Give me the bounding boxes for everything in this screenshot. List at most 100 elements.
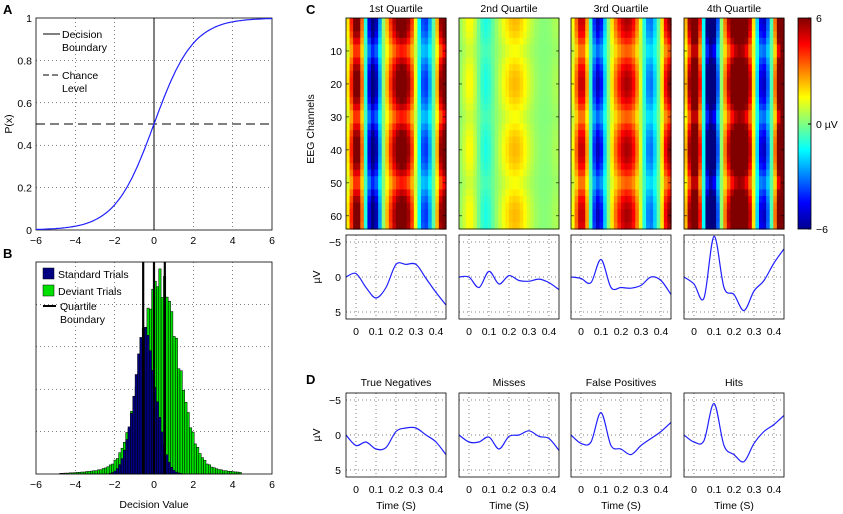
heatmap-cell <box>656 64 661 72</box>
heatmap-cell <box>498 50 503 59</box>
heatmap-cell <box>701 222 707 230</box>
heatmap-cell <box>719 163 724 171</box>
heatmap-cell <box>399 130 404 138</box>
heatmap-cell <box>656 215 661 223</box>
heatmap-cell <box>599 130 604 138</box>
heatmap-cell <box>741 196 746 204</box>
heatmap-cell <box>466 90 471 98</box>
heatmap-cell <box>592 18 597 26</box>
heatmap-cell <box>751 130 757 138</box>
heatmap-cell <box>635 50 640 59</box>
heatmap-cell <box>574 44 579 52</box>
heatmap-cell <box>773 31 778 39</box>
heatmap-cell <box>469 77 474 85</box>
heatmap-cell <box>642 50 647 59</box>
heatmap-cell <box>428 209 433 217</box>
heatmap-cell <box>769 70 774 78</box>
heatmap-cell <box>759 169 764 177</box>
heatmap-cell <box>588 70 594 78</box>
heatmap-cell <box>480 189 485 197</box>
deviant-bar <box>229 471 233 475</box>
heatmap-cell <box>523 24 528 32</box>
heatmap-cell <box>356 202 361 210</box>
heatmap-cell <box>759 149 764 158</box>
heatmap-cell <box>624 169 629 177</box>
heatmap-cell <box>755 83 760 92</box>
heatmap-cell <box>385 70 390 78</box>
heatmap-cell <box>684 37 689 45</box>
erp-frame <box>570 234 672 320</box>
heatmap-cell <box>512 182 517 191</box>
heatmap-cell <box>578 70 583 78</box>
heatmap-cell <box>613 215 619 223</box>
heatmap-cell <box>596 182 601 191</box>
heatmap-cell <box>624 70 629 78</box>
heatmap-cell <box>741 176 746 184</box>
heatmap-cell <box>480 169 485 177</box>
heatmap-cell <box>417 196 422 204</box>
heatmap-cell <box>530 77 535 85</box>
heatmap-cell <box>417 18 422 26</box>
heatmap-cell <box>571 110 576 118</box>
heatmap-cell <box>360 57 365 65</box>
heatmap-cell <box>381 70 386 78</box>
heatmap-cell <box>421 57 426 65</box>
heatmap-cell <box>417 209 422 217</box>
heatmap-cell <box>519 222 524 230</box>
heatmap-cell <box>730 209 735 217</box>
heatmap-cell <box>501 24 507 32</box>
heatmap-cell <box>424 97 429 105</box>
heatmap-cell <box>755 70 760 78</box>
heatmap-cell <box>530 196 535 204</box>
heatmap-cell <box>646 169 651 177</box>
heatmap-cell <box>349 149 354 158</box>
heatmap-cell <box>378 130 383 138</box>
heatmap-cell <box>367 123 372 131</box>
heatmap-cell <box>388 222 394 230</box>
heatmap-cell <box>705 31 710 39</box>
heatmap-cell <box>519 64 524 72</box>
heatmap-cell <box>585 215 590 223</box>
heatmap-cell <box>356 57 361 65</box>
heatmap-cell <box>741 182 746 191</box>
heatmap-cell <box>709 37 714 45</box>
heatmap-cell <box>346 136 351 144</box>
heatmap-cell <box>613 90 619 98</box>
heatmap-cell <box>741 189 746 197</box>
heatmap-cell <box>592 130 597 138</box>
heatmap-cell <box>642 169 647 177</box>
panel-letter-c: C <box>306 2 316 17</box>
heatmap-cell <box>656 163 661 171</box>
heatmap-cell <box>523 182 528 191</box>
heatmap-cell <box>628 57 633 65</box>
heatmap-cell <box>698 50 703 59</box>
heatmap-cell <box>413 18 419 26</box>
heatmap-cell <box>363 222 369 230</box>
heatmap-cell <box>638 130 644 138</box>
heatmap-cell <box>592 37 597 45</box>
heatmap-cell <box>613 18 619 26</box>
heatmap-cell <box>476 24 482 32</box>
heatmap-cell <box>663 37 669 45</box>
heatmap-cell <box>413 123 419 131</box>
heatmap-cell <box>694 83 699 92</box>
heatmap-frame <box>570 17 672 230</box>
heatmap-cell <box>381 90 386 98</box>
heatmap-cell <box>766 149 771 158</box>
heatmap-cell <box>537 57 542 65</box>
heatmap-cell <box>431 110 436 118</box>
panel-a-ytick: 0.6 <box>17 98 32 110</box>
heatmap-cell <box>610 130 615 138</box>
heatmap-cell <box>705 50 710 59</box>
heatmap-cell <box>624 64 629 72</box>
heatmap-cell <box>541 182 546 191</box>
heatmap-cell <box>776 31 782 39</box>
heatmap-cell <box>734 215 739 223</box>
heatmap-cell <box>694 156 699 164</box>
heatmap-cell <box>406 136 411 144</box>
heatmap-cell <box>603 77 608 85</box>
heatmap-cell <box>621 209 626 217</box>
heatmap-cell <box>541 116 546 125</box>
heatmap-cell <box>385 189 390 197</box>
heatmap-cell <box>367 90 372 98</box>
